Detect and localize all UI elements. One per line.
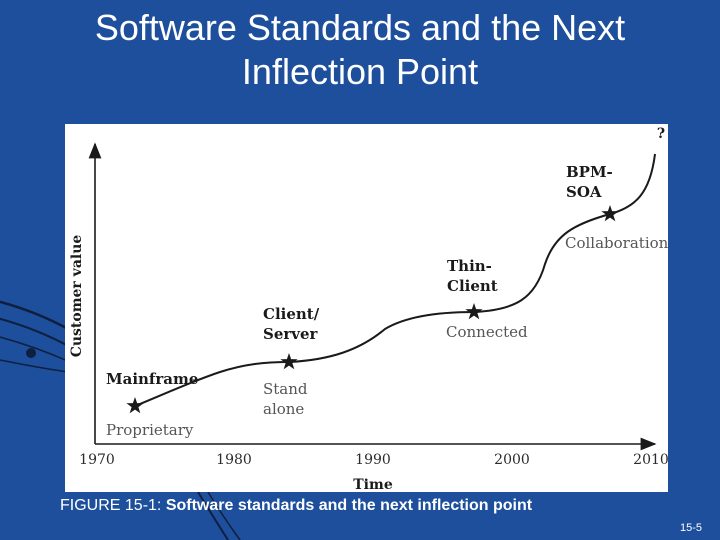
x-axis-label: Time [353, 477, 393, 492]
figure-caption: FIGURE 15-1: Software standards and the … [60, 497, 532, 515]
figure-caption-text: Software standards and the next inflecti… [165, 497, 533, 514]
decorative-arc [0, 359, 69, 373]
phase-label-connected: Connected [446, 323, 528, 341]
x-tick-label: 2010 [633, 452, 668, 468]
slide-title-line-1: Software Standards and the Next [94, 7, 626, 48]
era-label-client-server: Client/ [263, 305, 320, 323]
phase-label-stand-alone: Stand [263, 380, 308, 398]
value-curve [134, 153, 656, 407]
milestone-star [126, 397, 144, 414]
era-label-bpm-soa: SOA [566, 183, 602, 201]
decorative-dot [26, 348, 36, 358]
decorative-arc [197, 491, 229, 540]
milestone-star [280, 353, 298, 370]
milestone-star [601, 205, 619, 222]
decorative-arc [0, 336, 71, 363]
inflection-point-diagram: Customer value Time 1970 1980 1990 2000 … [69, 126, 668, 492]
slide-number: 15-5 [679, 522, 702, 534]
decorative-arc [0, 300, 71, 332]
phase-label-collaboration: Collaboration [565, 234, 668, 252]
era-label-thin-client: Client [447, 277, 498, 295]
slide-title: Software Standards and the Next Inflecti… [0, 6, 720, 94]
slide-title-line-2: Inflection Point [241, 51, 479, 92]
era-label-client-server: Server [263, 325, 319, 343]
unknown-future-mark: ? [657, 126, 665, 142]
phase-label-stand-alone: alone [263, 400, 304, 418]
milestone-star [465, 303, 483, 320]
decorative-arc [0, 317, 73, 349]
x-tick-label: 1970 [79, 452, 115, 468]
era-label-mainframe: Mainframe [106, 370, 198, 388]
x-tick-label: 1980 [216, 452, 252, 468]
x-tick-label: 1990 [355, 452, 391, 468]
y-axis-label: Customer value [69, 235, 85, 358]
decorative-arc [207, 491, 241, 540]
figure-panel: Customer value Time 1970 1980 1990 2000 … [65, 124, 668, 492]
era-label-bpm-soa: BPM- [566, 163, 613, 181]
x-tick-label: 2000 [494, 452, 530, 468]
figure-caption-prefix: FIGURE 15-1: [60, 497, 166, 514]
era-label-thin-client: Thin- [447, 257, 492, 275]
phase-label-proprietary: Proprietary [106, 421, 194, 439]
